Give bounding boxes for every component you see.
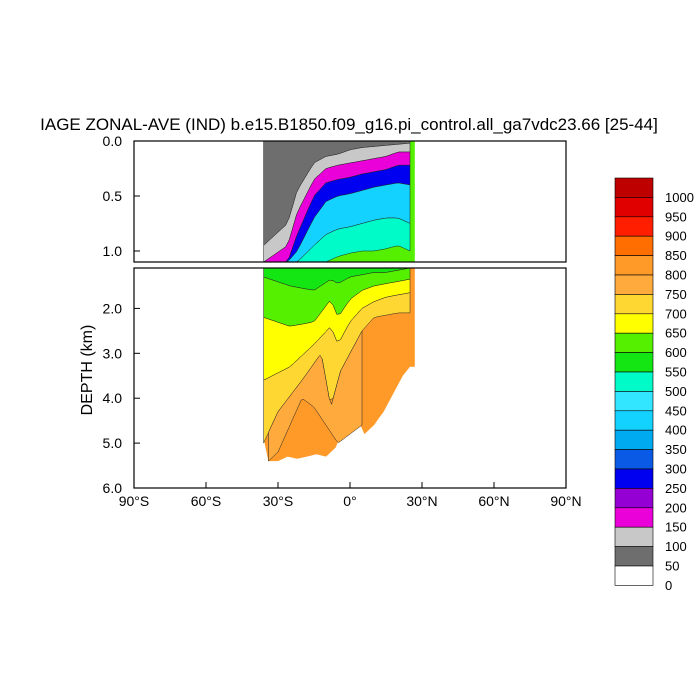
x-tick-label: 90°S xyxy=(119,493,150,509)
legend-swatch xyxy=(614,565,654,586)
legend-label: 850 xyxy=(665,248,687,263)
legend-swatch xyxy=(614,216,654,237)
y-tick-label: 1.0 xyxy=(103,243,123,259)
legend-swatch xyxy=(614,526,654,547)
legend-swatch xyxy=(614,274,654,295)
legend-swatch xyxy=(614,449,654,470)
legend-label: 300 xyxy=(665,462,687,477)
legend-label: 800 xyxy=(665,268,687,283)
legend-swatch xyxy=(614,546,654,567)
legend-swatch xyxy=(614,488,654,509)
legend-label: 700 xyxy=(665,306,687,321)
legend-swatch xyxy=(614,371,654,392)
upper-contour-band-400-550 xyxy=(263,217,411,262)
legend-swatch xyxy=(614,391,654,412)
legend-label: 200 xyxy=(665,500,687,515)
legend-label: 600 xyxy=(665,345,687,360)
legend-swatch xyxy=(614,294,654,315)
legend-label: 550 xyxy=(665,365,687,380)
legend-swatch xyxy=(614,507,654,528)
lower-contour-band-750-800 xyxy=(268,330,363,462)
legend-label: 650 xyxy=(665,326,687,341)
upper-depth-panel xyxy=(263,141,415,262)
legend-label: 250 xyxy=(665,481,687,496)
legend-swatch xyxy=(614,332,654,353)
legend-label: 350 xyxy=(665,442,687,457)
chart-title: IAGE ZONAL-AVE (IND) b.e15.B1850.f09_g16… xyxy=(40,115,658,134)
y-tick-label: 5.0 xyxy=(103,435,123,451)
legend-label: 100 xyxy=(665,539,687,554)
legend-label: 500 xyxy=(665,384,687,399)
legend-label: 750 xyxy=(665,287,687,302)
legend-swatch xyxy=(614,177,654,198)
y-tick-label: 2.0 xyxy=(103,300,123,316)
y-tick-label: 3.0 xyxy=(103,345,123,361)
legend-label: 400 xyxy=(665,423,687,438)
legend-swatch xyxy=(614,197,654,218)
legend-label: 150 xyxy=(665,520,687,535)
legend-label: 900 xyxy=(665,229,687,244)
legend-swatch xyxy=(614,429,654,450)
y-tick-label: 0.5 xyxy=(103,188,123,204)
legend-label: 950 xyxy=(665,209,687,224)
legend-swatch xyxy=(614,255,654,276)
x-tick-label: 0° xyxy=(343,493,356,509)
legend-swatch xyxy=(614,313,654,334)
axes-layer: 90°S 60°S 30°S 0° 30°N 60°N 90°N 0.0 0.5 1.0 2.0 3.… xyxy=(103,133,582,509)
legend-swatch xyxy=(614,410,654,431)
y-tick-label: 6.0 xyxy=(103,480,123,496)
legend-label: 450 xyxy=(665,403,687,418)
y-tick-label: 0.0 xyxy=(103,133,123,149)
upper-panel-frame xyxy=(133,140,567,263)
y-tick-label: 4.0 xyxy=(103,390,123,406)
color-legend: 1000950900850800750700650600550500450400… xyxy=(614,177,694,593)
legend-swatch xyxy=(614,352,654,373)
x-tick-label: 30°N xyxy=(406,493,437,509)
y-axis-label: DEPTH (km) xyxy=(79,325,96,416)
lower-depth-panel xyxy=(263,268,415,462)
x-tick-label: 60°N xyxy=(478,493,509,509)
legend-label: 1000 xyxy=(665,190,694,205)
legend-label: 0 xyxy=(665,578,672,593)
x-tick-label: 60°S xyxy=(191,493,222,509)
legend-swatch xyxy=(614,468,654,489)
x-tick-label: 30°S xyxy=(263,493,294,509)
legend-label: 50 xyxy=(665,559,679,574)
x-tick-label: 90°N xyxy=(550,493,581,509)
legend-swatch xyxy=(614,235,654,256)
